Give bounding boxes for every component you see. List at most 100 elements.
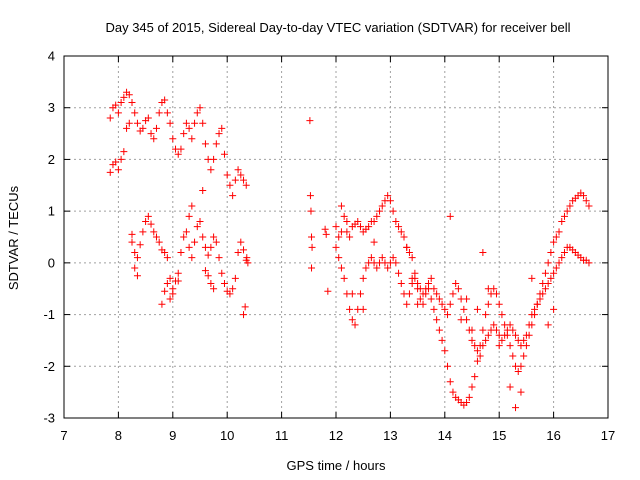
data-point [498,336,506,344]
data-point [106,168,114,176]
data-point [335,233,343,241]
data-point [373,212,381,220]
data-point [585,259,593,267]
data-point [201,267,209,275]
data-point [403,300,411,308]
data-point [150,135,158,143]
data-point [370,217,378,225]
data-point [223,171,231,179]
data-point [449,388,457,396]
y-tick-label: 3 [48,100,55,115]
data-point [446,300,454,308]
x-tick-label: 14 [438,428,452,443]
data-point [114,166,122,174]
data-point [435,295,443,303]
series-1 [106,119,250,298]
data-point [340,212,348,220]
data-point [212,140,220,148]
data-point [520,352,528,360]
data-point [210,285,218,293]
data-point [378,202,386,210]
data-point [240,311,248,319]
data-point [188,135,196,143]
data-point [482,336,490,344]
data-point [242,181,250,189]
data-point [547,274,555,282]
data-point [191,238,199,246]
y-axis: -3 -2 -1 0 1 2 3 4 [43,49,608,426]
data-point [169,290,177,298]
data-point [112,101,120,109]
data-point [528,274,536,282]
data-point [306,117,314,125]
data-point [509,352,517,360]
data-point [479,249,487,257]
data-point [435,326,443,334]
data-point [441,305,449,313]
data-point [484,300,492,308]
data-point [547,249,555,257]
data-point [514,367,522,375]
data-point [117,99,125,107]
data-point [337,264,345,272]
data-point [199,233,207,241]
data-point [335,254,343,262]
data-point [308,233,316,241]
data-point [163,280,171,288]
data-point [468,326,476,334]
data-point [392,259,400,267]
data-point [169,135,177,143]
data-point [414,300,422,308]
data-point [128,99,136,107]
data-point [204,251,212,259]
data-points [106,88,593,412]
data-point [120,93,128,101]
y-tick-label: 1 [48,204,55,219]
data-point [408,254,416,262]
data-point [144,212,152,220]
data-point [139,228,147,236]
data-point [243,254,251,262]
data-point [384,264,392,272]
data-point [444,311,452,319]
data-point [444,362,452,370]
data-point [395,269,403,277]
data-point [512,331,520,339]
data-point [555,228,563,236]
data-point [430,305,438,313]
x-tick-label: 9 [169,428,176,443]
data-point [479,326,487,334]
data-point [433,316,441,324]
y-axis-label: SDTVAR / TECUs [6,185,21,290]
data-point [460,305,468,313]
data-point [142,217,150,225]
data-point [452,280,460,288]
data-point [414,285,422,293]
data-point [536,295,544,303]
data-point [468,336,476,344]
data-point [438,336,446,344]
data-point [161,96,169,104]
data-point [365,223,373,231]
y-tick-label: 2 [48,152,55,167]
data-point [389,207,397,215]
data-point [356,223,364,231]
data-point [408,274,416,282]
data-point [552,264,560,272]
data-point [207,280,215,288]
data-point [131,264,139,272]
data-point [128,238,136,246]
data-point [229,285,237,293]
data-point [441,347,449,355]
data-point [332,223,340,231]
data-point [446,212,454,220]
data-point [182,228,190,236]
data-point [525,331,533,339]
data-point [492,326,500,334]
data-point [308,243,316,251]
data-point [541,269,549,277]
data-point [541,285,549,293]
data-point [185,243,193,251]
x-tick-label: 11 [275,428,289,443]
data-point [550,238,558,246]
